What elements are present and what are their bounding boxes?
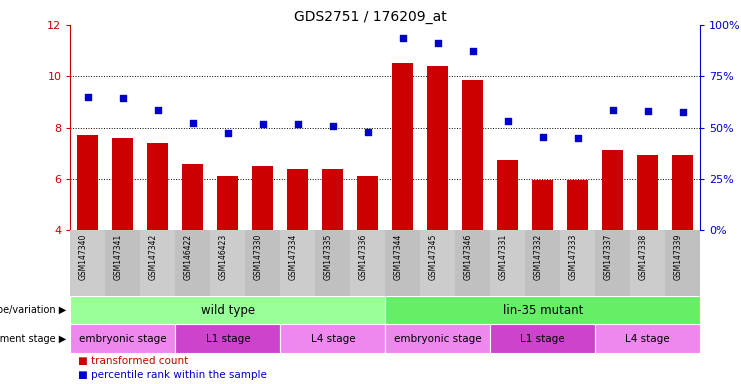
Point <box>502 118 514 124</box>
Bar <box>77 136 99 333</box>
Point <box>397 35 409 41</box>
Point <box>677 109 688 115</box>
Bar <box>70 324 176 353</box>
Bar <box>350 230 385 296</box>
Bar <box>70 296 385 324</box>
Bar <box>491 230 525 296</box>
Bar <box>253 166 273 333</box>
Text: embryonic stage: embryonic stage <box>394 334 482 344</box>
Bar <box>385 296 700 324</box>
Bar <box>602 149 623 333</box>
Bar <box>595 324 700 353</box>
Text: GSM146423: GSM146423 <box>219 233 228 280</box>
Bar <box>491 324 595 353</box>
Bar <box>568 180 588 333</box>
Text: GSM147330: GSM147330 <box>254 233 263 280</box>
Text: L4 stage: L4 stage <box>310 334 355 344</box>
Bar <box>462 80 483 333</box>
Bar <box>595 230 631 296</box>
Bar <box>316 230 350 296</box>
Text: GSM147340: GSM147340 <box>79 233 88 280</box>
Text: GSM147341: GSM147341 <box>114 233 123 280</box>
Bar <box>560 230 595 296</box>
Point <box>536 134 548 140</box>
Bar <box>637 155 658 333</box>
Text: L1 stage: L1 stage <box>205 334 250 344</box>
Text: GSM147338: GSM147338 <box>639 233 648 280</box>
Text: GSM147345: GSM147345 <box>429 233 438 280</box>
Point <box>642 108 654 114</box>
Point <box>467 48 479 54</box>
Bar <box>210 230 245 296</box>
Bar <box>497 160 518 333</box>
Bar <box>665 230 700 296</box>
Bar <box>357 177 379 333</box>
Bar <box>280 230 316 296</box>
Text: embryonic stage: embryonic stage <box>79 334 167 344</box>
Text: lin-35 mutant: lin-35 mutant <box>502 304 583 316</box>
Bar <box>631 230 665 296</box>
Point <box>607 107 619 113</box>
Bar <box>280 324 385 353</box>
Bar <box>176 324 280 353</box>
Bar <box>182 164 203 333</box>
Point <box>572 135 584 141</box>
Bar <box>455 230 491 296</box>
Text: ■ transformed count: ■ transformed count <box>78 356 188 366</box>
Point <box>292 121 304 127</box>
Point <box>117 95 129 101</box>
Bar <box>70 230 105 296</box>
Bar <box>322 169 343 333</box>
Bar <box>525 230 560 296</box>
Text: GSM147339: GSM147339 <box>674 233 682 280</box>
Point <box>327 123 339 129</box>
Bar <box>392 63 413 333</box>
Text: GSM147335: GSM147335 <box>324 233 333 280</box>
Point <box>362 129 373 135</box>
Text: genotype/variation ▶: genotype/variation ▶ <box>0 305 67 315</box>
Text: GSM147331: GSM147331 <box>499 233 508 280</box>
Bar <box>532 180 554 333</box>
Text: L4 stage: L4 stage <box>625 334 670 344</box>
Text: GSM147333: GSM147333 <box>569 233 578 280</box>
Bar <box>105 230 140 296</box>
Point <box>222 130 234 136</box>
Text: ■ percentile rank within the sample: ■ percentile rank within the sample <box>78 370 267 380</box>
Bar <box>147 143 168 333</box>
Text: GSM147346: GSM147346 <box>464 233 473 280</box>
Bar <box>245 230 280 296</box>
Bar <box>217 177 239 333</box>
Point <box>82 94 94 100</box>
Bar <box>420 230 455 296</box>
Point <box>152 107 164 113</box>
Point <box>257 121 269 127</box>
Text: GSM147334: GSM147334 <box>289 233 298 280</box>
Text: L1 stage: L1 stage <box>520 334 565 344</box>
Text: GSM147344: GSM147344 <box>393 233 403 280</box>
Text: GSM147337: GSM147337 <box>604 233 613 280</box>
Bar <box>428 66 448 333</box>
Text: development stage ▶: development stage ▶ <box>0 334 67 344</box>
Bar <box>140 230 176 296</box>
Point <box>187 119 199 126</box>
Bar <box>176 230 210 296</box>
Text: GSM146422: GSM146422 <box>184 233 193 280</box>
Bar <box>288 169 308 333</box>
Bar <box>385 324 491 353</box>
Bar <box>672 155 694 333</box>
Bar <box>385 230 420 296</box>
Text: GSM147342: GSM147342 <box>149 233 158 280</box>
Text: GSM147336: GSM147336 <box>359 233 368 280</box>
Text: GDS2751 / 176209_at: GDS2751 / 176209_at <box>294 10 447 23</box>
Text: wild type: wild type <box>201 304 255 316</box>
Bar <box>113 138 133 333</box>
Point <box>432 40 444 46</box>
Text: GSM147332: GSM147332 <box>534 233 542 280</box>
